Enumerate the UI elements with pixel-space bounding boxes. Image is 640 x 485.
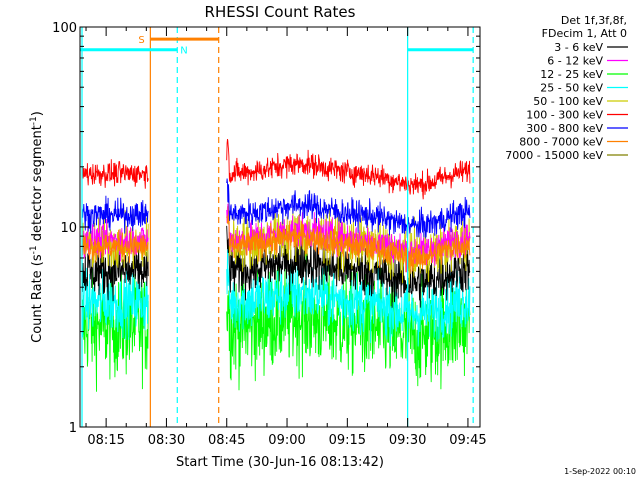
y-axis-label-sup2: -1 — [29, 116, 39, 125]
x-tick-label: 09:00 — [268, 433, 305, 448]
series-trace — [226, 139, 471, 200]
footer-date: 1-Sep-2022 00:10 — [564, 467, 636, 476]
y-axis-label-sup1: -1 — [29, 245, 39, 254]
y-axis-label-main: Count Rate (s — [30, 254, 45, 343]
legend-entry-label: 3 - 6 keV — [554, 41, 603, 54]
y-axis-label-mid: detector segment — [30, 125, 45, 245]
chart-title: RHESSI Count Rates — [205, 3, 356, 21]
legend-header-line: FDecim 1, Att 0 — [542, 27, 627, 40]
x-axis-label: Start Time (30-Jun-16 08:13:42) — [176, 455, 384, 470]
legend-entry-label: 7000 - 15000 keV — [505, 149, 603, 162]
series-trace — [226, 178, 471, 240]
series-trace — [81, 229, 149, 263]
series-trace — [226, 206, 471, 285]
legend-entry-label: 12 - 25 keV — [540, 68, 603, 81]
legend-entry-label: 25 - 50 keV — [540, 82, 603, 95]
flag-label: N — [180, 46, 187, 57]
traces-layer — [81, 139, 471, 392]
series-trace — [81, 267, 149, 340]
series-trace — [226, 200, 471, 273]
x-tick-label: 09:15 — [329, 433, 366, 448]
flag-label: S — [138, 35, 144, 46]
legend-entry-label: 300 - 800 keV — [526, 122, 603, 135]
x-tick-label: 09:45 — [449, 433, 486, 448]
legend-entry-label: 100 - 300 keV — [526, 109, 603, 122]
y-tick-label: 10 — [60, 221, 77, 236]
x-tick-label: 09:30 — [389, 433, 426, 448]
x-tick-label: 08:30 — [148, 433, 185, 448]
series-trace — [226, 225, 471, 308]
x-tick-label: 08:15 — [87, 433, 124, 448]
y-axis-label-end: ) — [30, 111, 45, 116]
y-tick-label: 100 — [52, 21, 77, 36]
series-trace — [81, 241, 149, 302]
legend-entry-label: 6 - 12 keV — [547, 55, 603, 68]
series-trace — [81, 159, 149, 189]
x-tick-label: 08:45 — [208, 433, 245, 448]
y-axis-label: Count Rate (s-1 detector segment-1) — [29, 111, 45, 343]
legend-entry-label: 800 - 7000 keV — [519, 136, 603, 149]
axes-layer: 08:15 08:30 08:45 09:00 09:15 09:30 09:45 1 10 10… — [52, 21, 487, 448]
legend-header-line: Det 1f,3f,8f, — [561, 14, 627, 27]
legend-entry-label: 50 - 100 keV — [533, 95, 603, 108]
series-trace — [81, 195, 149, 234]
y-tick-label: 1 — [69, 421, 77, 436]
legend: Det 1f,3f,8f, FDecim 1, Att 0 3 - 6 keV6… — [505, 14, 628, 162]
